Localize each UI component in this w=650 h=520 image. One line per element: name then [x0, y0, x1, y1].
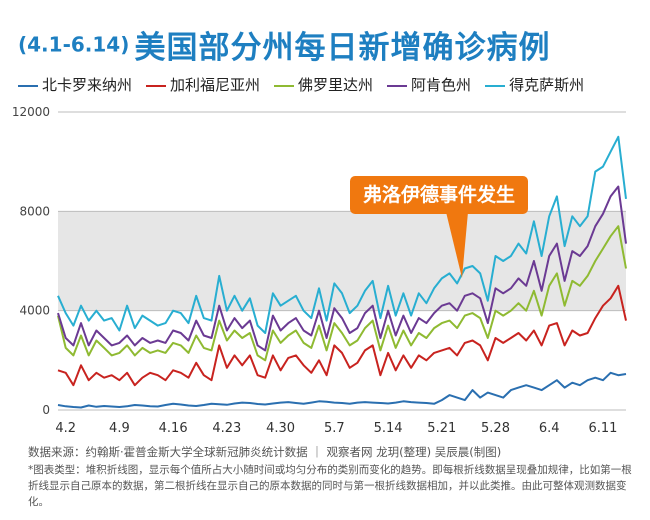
x-tick-label: 4.23 [212, 421, 241, 436]
x-tick-label: 4.30 [266, 421, 295, 436]
legend-item-3: 阿肯色州 [387, 74, 471, 95]
x-tick-label: 5.28 [481, 421, 510, 436]
legend-swatch [485, 84, 506, 87]
series-line-3 [57, 185, 627, 352]
x-tick-label: 5.14 [374, 421, 403, 436]
title-date-range: (4.1-6.14) [18, 32, 130, 57]
data-source: 数据来源：约翰斯·霍普金斯大学全球新冠肺炎统计数据 ｜ 观察者网 龙玥(整理) … [28, 445, 502, 459]
series-line-4 [57, 135, 627, 334]
legend-swatch [274, 84, 295, 87]
legend-swatch [387, 84, 408, 87]
x-tick-label: 4.9 [109, 421, 130, 436]
x-tick-label: 5.7 [324, 421, 345, 436]
x-tick-label: 6.11 [588, 421, 617, 436]
legend-swatch [18, 84, 38, 87]
x-tick-label: 4.16 [159, 421, 188, 436]
x-tick-label: 4.2 [55, 421, 76, 436]
legend-label: 加利福尼亚州 [170, 76, 261, 94]
legend-label: 北卡罗来纳州 [42, 76, 133, 94]
legend-item-0: 北卡罗来纳州 [18, 74, 132, 95]
chart-plot: 0 4000 8000 12000 4.2 4.9 4.16 4.23 4.30 5.7 5.14… [12, 105, 627, 436]
y-tick-label: 0 [42, 403, 50, 417]
chart-title: (4.1-6.14) 美国部分州每日新增确诊病例 [18, 22, 638, 68]
legend-item-1: 加利福尼亚州 [146, 74, 260, 95]
x-tick-label: 6.4 [539, 421, 560, 436]
callout-pointer [446, 212, 468, 278]
legend-swatch [146, 84, 167, 87]
legend: 北卡罗来纳州 加利福尼亚州 佛罗里达州 阿肯色州 得克萨斯州 [18, 74, 643, 100]
legend-item-4: 得克萨斯州 [485, 74, 584, 95]
series-line-2 [57, 225, 627, 362]
y-tick-label: 12000 [12, 105, 50, 119]
legend-label: 得克萨斯州 [509, 76, 585, 94]
chart-type-note: *图表类型：堆积折线图，显示每个值所占大小随时间或均匀分布的类别而变化的趋势。即… [28, 464, 632, 508]
y-tick-label: 8000 [19, 204, 50, 218]
x-tick-label: 5.21 [427, 421, 456, 436]
legend-label: 佛罗里达州 [298, 76, 374, 94]
series-line-0 [57, 371, 627, 409]
legend-item-2: 佛罗里达州 [274, 74, 373, 95]
legend-label: 阿肯色州 [411, 76, 472, 94]
callout-annotation: 弗洛伊德事件发生 [350, 176, 528, 214]
title-main: 美国部分州每日新增确诊病例 [134, 30, 551, 66]
series-line-1 [57, 284, 627, 387]
y-tick-label: 4000 [19, 304, 50, 318]
